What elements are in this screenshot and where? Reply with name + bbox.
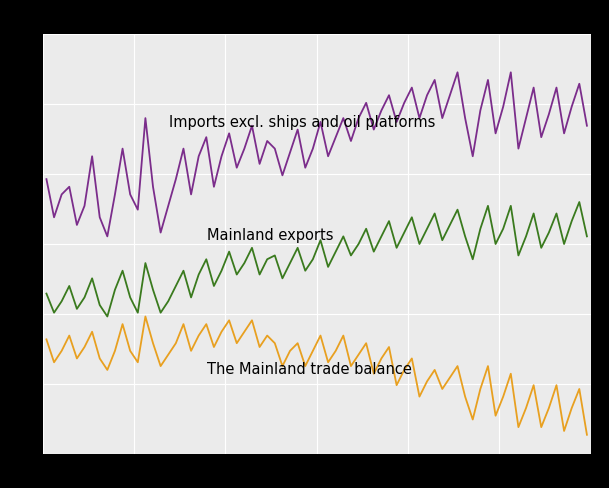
- Text: Imports excl. ships and oil platforms: Imports excl. ships and oil platforms: [169, 115, 435, 130]
- Text: The Mainland trade balance: The Mainland trade balance: [207, 363, 412, 377]
- Text: Mainland exports: Mainland exports: [207, 228, 334, 243]
